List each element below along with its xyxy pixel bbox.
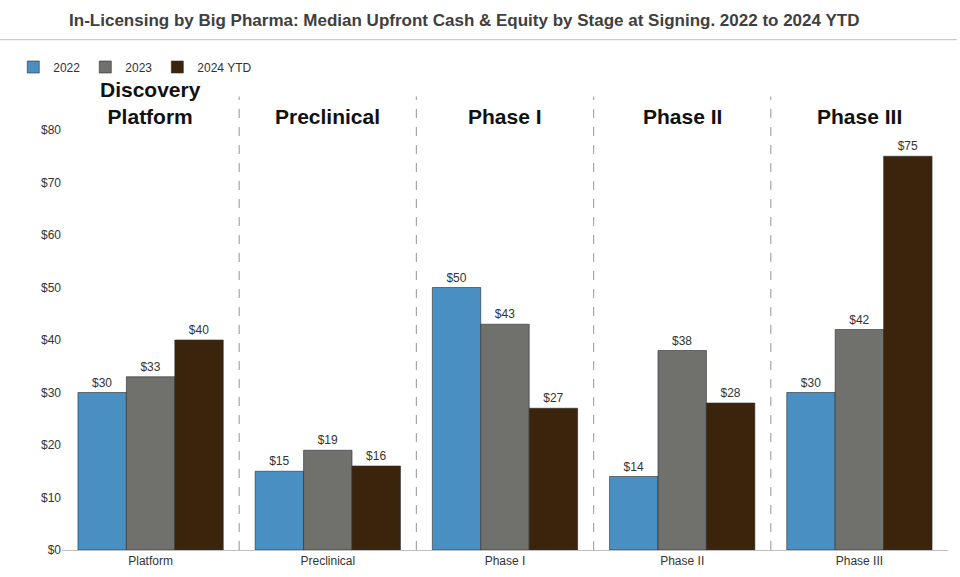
svg-text:$42: $42 xyxy=(849,313,869,327)
svg-text:Preclinical: Preclinical xyxy=(300,554,355,568)
svg-text:$20: $20 xyxy=(41,438,61,452)
svg-text:$70: $70 xyxy=(41,176,61,190)
svg-text:DiscoveryPlatform: DiscoveryPlatform xyxy=(100,78,201,128)
svg-text:$19: $19 xyxy=(318,433,338,447)
svg-text:Phase III: Phase III xyxy=(817,105,902,128)
svg-text:Platform: Platform xyxy=(128,554,173,568)
svg-text:$38: $38 xyxy=(672,334,692,348)
svg-text:$60: $60 xyxy=(41,228,61,242)
svg-text:Phase II: Phase II xyxy=(660,554,704,568)
svg-text:$75: $75 xyxy=(898,139,918,153)
svg-text:$27: $27 xyxy=(543,391,563,405)
svg-text:$30: $30 xyxy=(41,386,61,400)
svg-text:$50: $50 xyxy=(41,281,61,295)
svg-text:$10: $10 xyxy=(41,491,61,505)
svg-text:2023: 2023 xyxy=(125,61,152,75)
svg-text:$15: $15 xyxy=(269,454,289,468)
svg-text:$43: $43 xyxy=(495,307,515,321)
svg-text:Phase III: Phase III xyxy=(836,554,883,568)
svg-text:2022: 2022 xyxy=(53,61,80,75)
svg-text:Phase I: Phase I xyxy=(468,105,542,128)
svg-text:In-Licensing by Big Pharma: Me: In-Licensing by Big Pharma: Median Upfro… xyxy=(69,11,859,30)
svg-text:2024 YTD: 2024 YTD xyxy=(197,61,251,75)
svg-text:$16: $16 xyxy=(366,449,386,463)
svg-text:$30: $30 xyxy=(92,376,112,390)
svg-text:$14: $14 xyxy=(624,460,644,474)
svg-text:$40: $40 xyxy=(189,323,209,337)
svg-text:$0: $0 xyxy=(48,543,62,557)
svg-text:$30: $30 xyxy=(801,376,821,390)
svg-text:$28: $28 xyxy=(720,386,740,400)
svg-text:$40: $40 xyxy=(41,333,61,347)
svg-text:$50: $50 xyxy=(446,271,466,285)
svg-text:$33: $33 xyxy=(140,360,160,374)
svg-text:Phase I: Phase I xyxy=(485,554,526,568)
svg-text:$80: $80 xyxy=(41,123,61,137)
svg-text:Preclinical: Preclinical xyxy=(275,105,380,128)
svg-text:Phase II: Phase II xyxy=(643,105,722,128)
